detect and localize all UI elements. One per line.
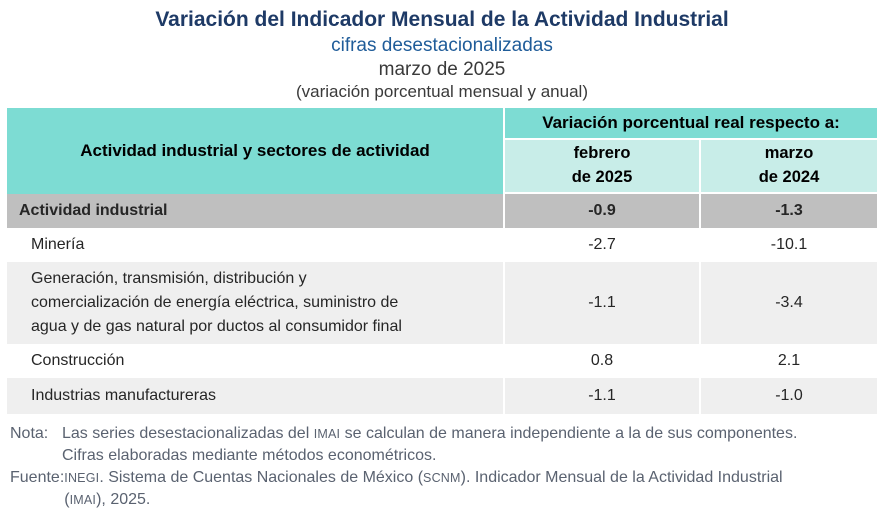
- column-header-sectors: Actividad industrial y sectores de activ…: [7, 107, 505, 194]
- table-header: Actividad industrial y sectores de activ…: [7, 107, 877, 194]
- note: Fuente: INEGI. Sistema de Cuentas Naciona…: [10, 467, 878, 511]
- note-line: (IMAI), 2025.: [64, 490, 151, 508]
- note: Nota: Las series desestacionalizadas del …: [10, 423, 878, 467]
- note-line: Las series desestacionalizadas del IMAI …: [62, 424, 798, 442]
- indicator-table: Actividad industrial y sectores de activ…: [7, 107, 877, 414]
- acronym: IMAI: [69, 492, 97, 507]
- sector-label: Actividad industrial: [7, 193, 505, 228]
- column-header-febrero-2025: febrero de 2025: [505, 139, 701, 194]
- report-header: Variación del Indicador Mensual de la Ac…: [0, 0, 884, 103]
- value-vs-marzo-2024: -1.3: [701, 193, 877, 228]
- note-label: Nota:: [10, 424, 49, 442]
- value-vs-marzo-2024: -3.4: [701, 261, 877, 344]
- note-text: INEGI. Sistema de Cuentas Nacionales de …: [64, 467, 878, 511]
- acronym: IMAI: [313, 426, 341, 441]
- subtitle-seasonally-adjusted: cifras desestacionalizadas: [331, 34, 553, 56]
- subtitle-units: (variación porcentual mensual y anual): [296, 81, 588, 101]
- subtitle-period: marzo de 2025: [378, 58, 506, 80]
- value-vs-febrero-2025: -0.9: [505, 193, 701, 228]
- page-title: Variación del Indicador Mensual de la Ac…: [155, 8, 729, 31]
- value-vs-febrero-2025: 0.8: [505, 343, 701, 378]
- acronym: INEGI: [64, 470, 100, 485]
- sector-label: Minería: [7, 227, 505, 262]
- table-row: Construcción 0.8 2.1: [7, 343, 877, 378]
- column-header-marzo-2024: marzo de 2024: [701, 139, 877, 194]
- sector-label: Industrias manufactureras: [7, 377, 505, 414]
- note-text: Las series desestacionalizadas del IMAI …: [62, 423, 878, 467]
- acronym: SCNM: [423, 470, 461, 485]
- column-group-header-variation: Variación porcentual real respecto a:: [505, 107, 877, 140]
- sector-label: Generación, transmisión, distribución y …: [7, 261, 505, 344]
- value-vs-marzo-2024: -1.0: [701, 377, 877, 414]
- footnotes: Nota: Las series desestacionalizadas del …: [10, 423, 878, 511]
- value-vs-febrero-2025: -1.1: [505, 377, 701, 414]
- table-row: Industrias manufactureras -1.1 -1.0: [7, 377, 877, 414]
- table-row: Minería -2.7 -10.1: [7, 227, 877, 262]
- value-vs-febrero-2025: -1.1: [505, 261, 701, 344]
- table-row: Generación, transmisión, distribución y …: [7, 261, 877, 344]
- value-vs-marzo-2024: -10.1: [701, 227, 877, 262]
- note-line: Cifras elaboradas mediante métodos econo…: [62, 446, 437, 464]
- note-label: Fuente:: [10, 468, 65, 486]
- value-vs-marzo-2024: 2.1: [701, 343, 877, 378]
- table-row: Actividad industrial -0.9 -1.3: [7, 193, 877, 228]
- sector-label: Construcción: [7, 343, 505, 378]
- table-body: Actividad industrial -0.9 -1.3 Minería -2.7-…: [7, 193, 877, 414]
- note-line: INEGI. Sistema de Cuentas Nacionales de …: [64, 468, 783, 486]
- value-vs-febrero-2025: -2.7: [505, 227, 701, 262]
